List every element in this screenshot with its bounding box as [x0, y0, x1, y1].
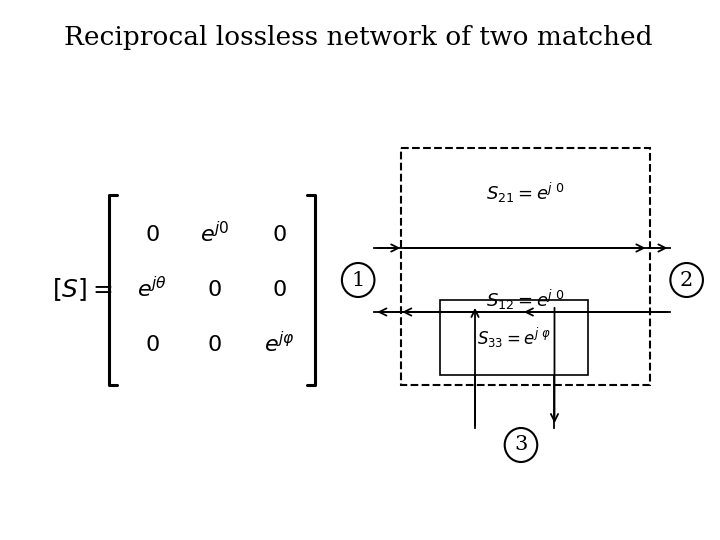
Text: $0$: $0$	[207, 334, 222, 356]
Text: $0$: $0$	[272, 279, 287, 301]
Text: $0$: $0$	[145, 334, 160, 356]
Text: Reciprocal lossless network of two matched: Reciprocal lossless network of two match…	[64, 25, 652, 51]
Text: $S_{12}=e^{j\ 0}$: $S_{12}=e^{j\ 0}$	[487, 288, 565, 312]
Circle shape	[505, 428, 537, 462]
Bar	[401, 148, 650, 385]
Text: $0$: $0$	[207, 279, 222, 301]
Text: $0$: $0$	[145, 224, 160, 246]
Text: $e^{j\theta}$: $e^{j\theta}$	[138, 278, 167, 302]
Text: $[S]=$: $[S]=$	[52, 276, 112, 303]
Text: 3: 3	[514, 435, 528, 455]
Text: $e^{j0}$: $e^{j0}$	[199, 222, 230, 248]
Text: $S_{21}=e^{j\ 0}$: $S_{21}=e^{j\ 0}$	[487, 181, 565, 205]
Text: 1: 1	[351, 271, 365, 289]
Bar	[440, 300, 588, 375]
Text: 2: 2	[680, 271, 693, 289]
Circle shape	[342, 263, 374, 297]
Text: $S_{33}=e^{j\ \varphi}$: $S_{33}=e^{j\ \varphi}$	[477, 326, 551, 349]
Text: $0$: $0$	[272, 224, 287, 246]
Circle shape	[670, 263, 703, 297]
Text: $e^{j\varphi}$: $e^{j\varphi}$	[264, 333, 295, 357]
